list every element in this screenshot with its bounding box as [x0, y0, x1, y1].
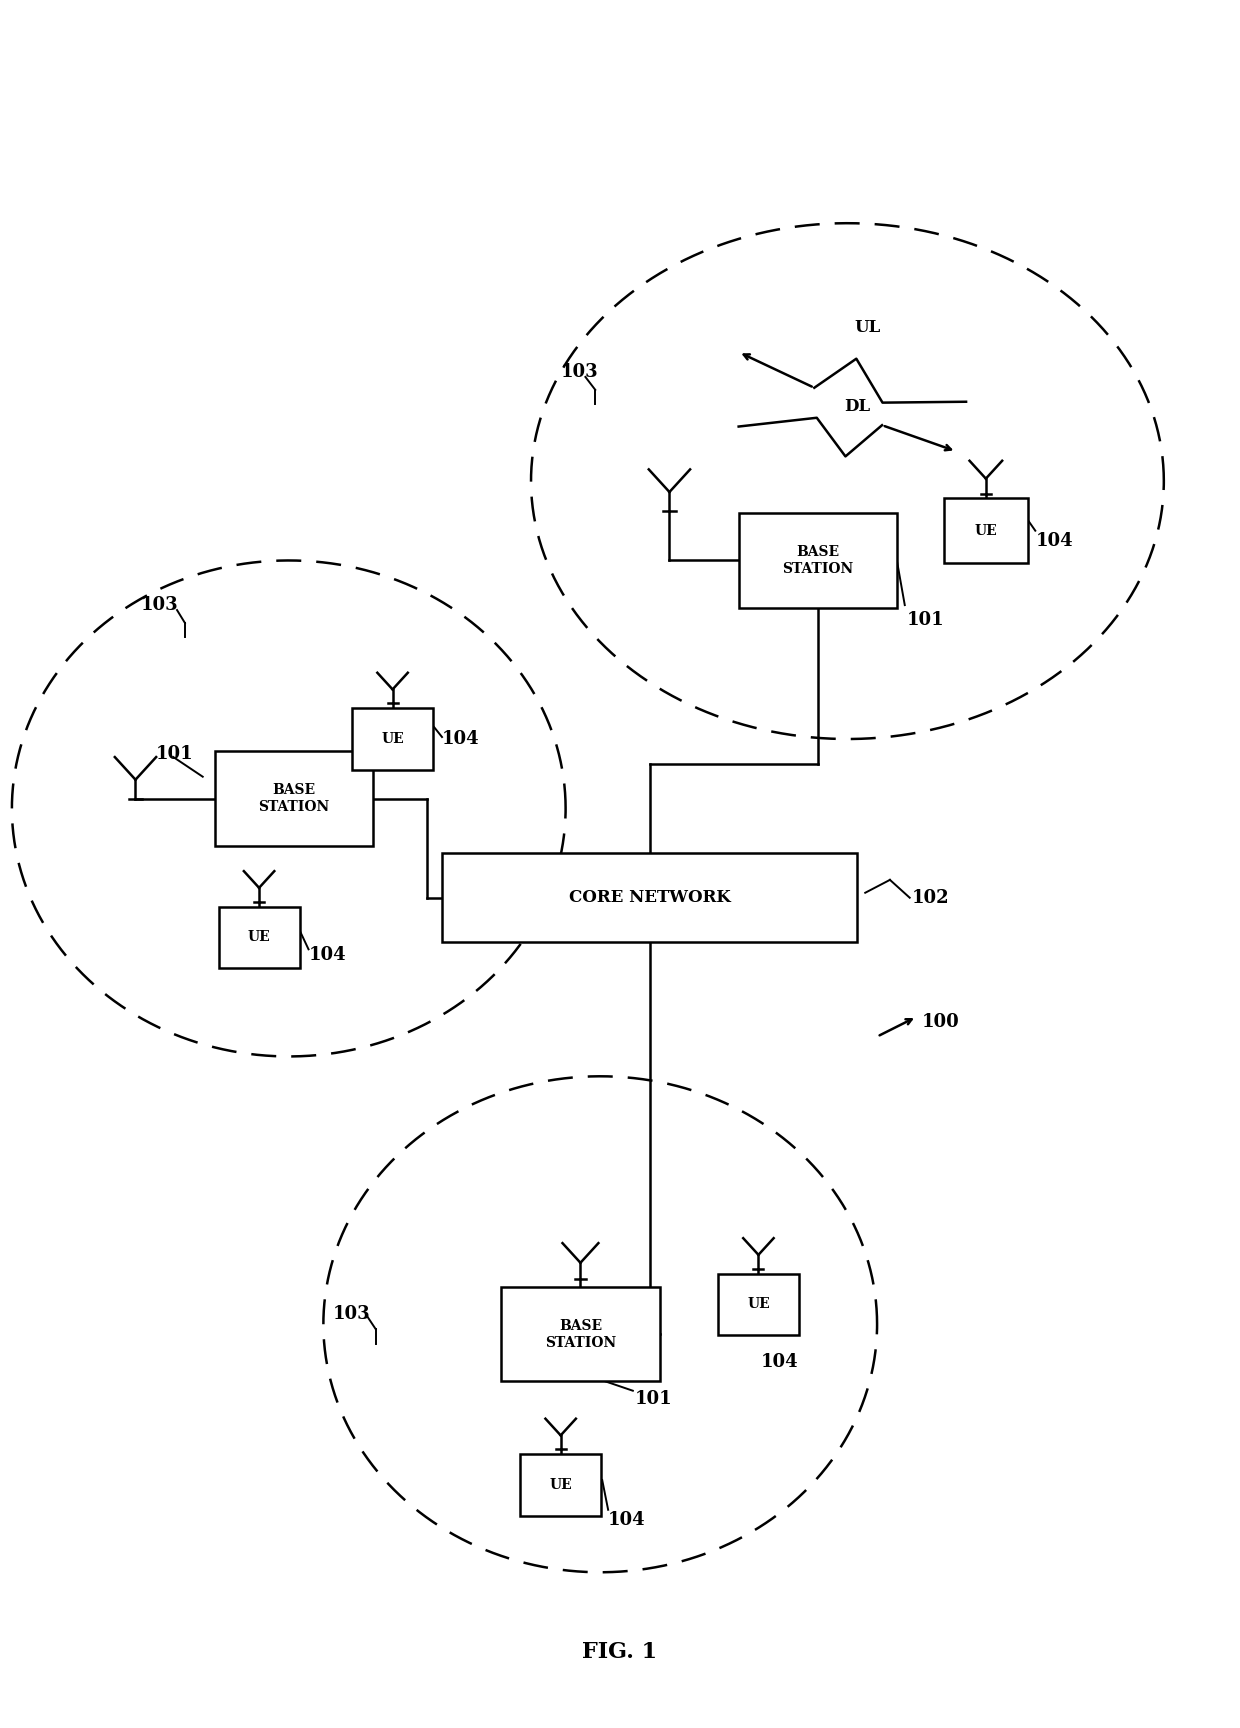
Text: 103: 103 — [334, 1305, 371, 1324]
Text: CORE NETWORK: CORE NETWORK — [569, 890, 730, 905]
Text: BASE
STATION: BASE STATION — [544, 1318, 616, 1350]
Bar — [739, 513, 897, 608]
Text: UE: UE — [549, 1477, 572, 1491]
Text: 101: 101 — [635, 1389, 672, 1408]
Bar — [352, 708, 433, 769]
Text: 104: 104 — [1035, 532, 1073, 550]
Text: UE: UE — [746, 1298, 770, 1312]
Text: 104: 104 — [608, 1510, 646, 1529]
Text: UL: UL — [854, 320, 880, 335]
Text: 104: 104 — [309, 947, 346, 964]
Bar — [501, 1287, 660, 1381]
Bar — [215, 752, 373, 845]
Text: BASE
STATION: BASE STATION — [258, 783, 330, 814]
Text: UE: UE — [975, 524, 997, 537]
Text: FIG. 1: FIG. 1 — [583, 1640, 657, 1662]
Text: BASE
STATION: BASE STATION — [782, 544, 853, 575]
Bar — [441, 854, 857, 942]
Bar — [218, 907, 300, 968]
Text: 103: 103 — [140, 596, 179, 613]
Text: 104: 104 — [760, 1353, 799, 1370]
Text: UE: UE — [248, 930, 270, 945]
Bar — [718, 1274, 799, 1336]
Text: 102: 102 — [911, 888, 950, 907]
Text: 101: 101 — [155, 745, 193, 762]
Text: 100: 100 — [921, 1013, 960, 1030]
Text: 104: 104 — [441, 729, 480, 748]
Text: 101: 101 — [906, 612, 945, 629]
Text: UE: UE — [381, 733, 404, 746]
Bar — [944, 498, 1028, 563]
Bar — [520, 1455, 601, 1515]
Text: DL: DL — [844, 397, 870, 415]
Text: 103: 103 — [560, 363, 598, 380]
